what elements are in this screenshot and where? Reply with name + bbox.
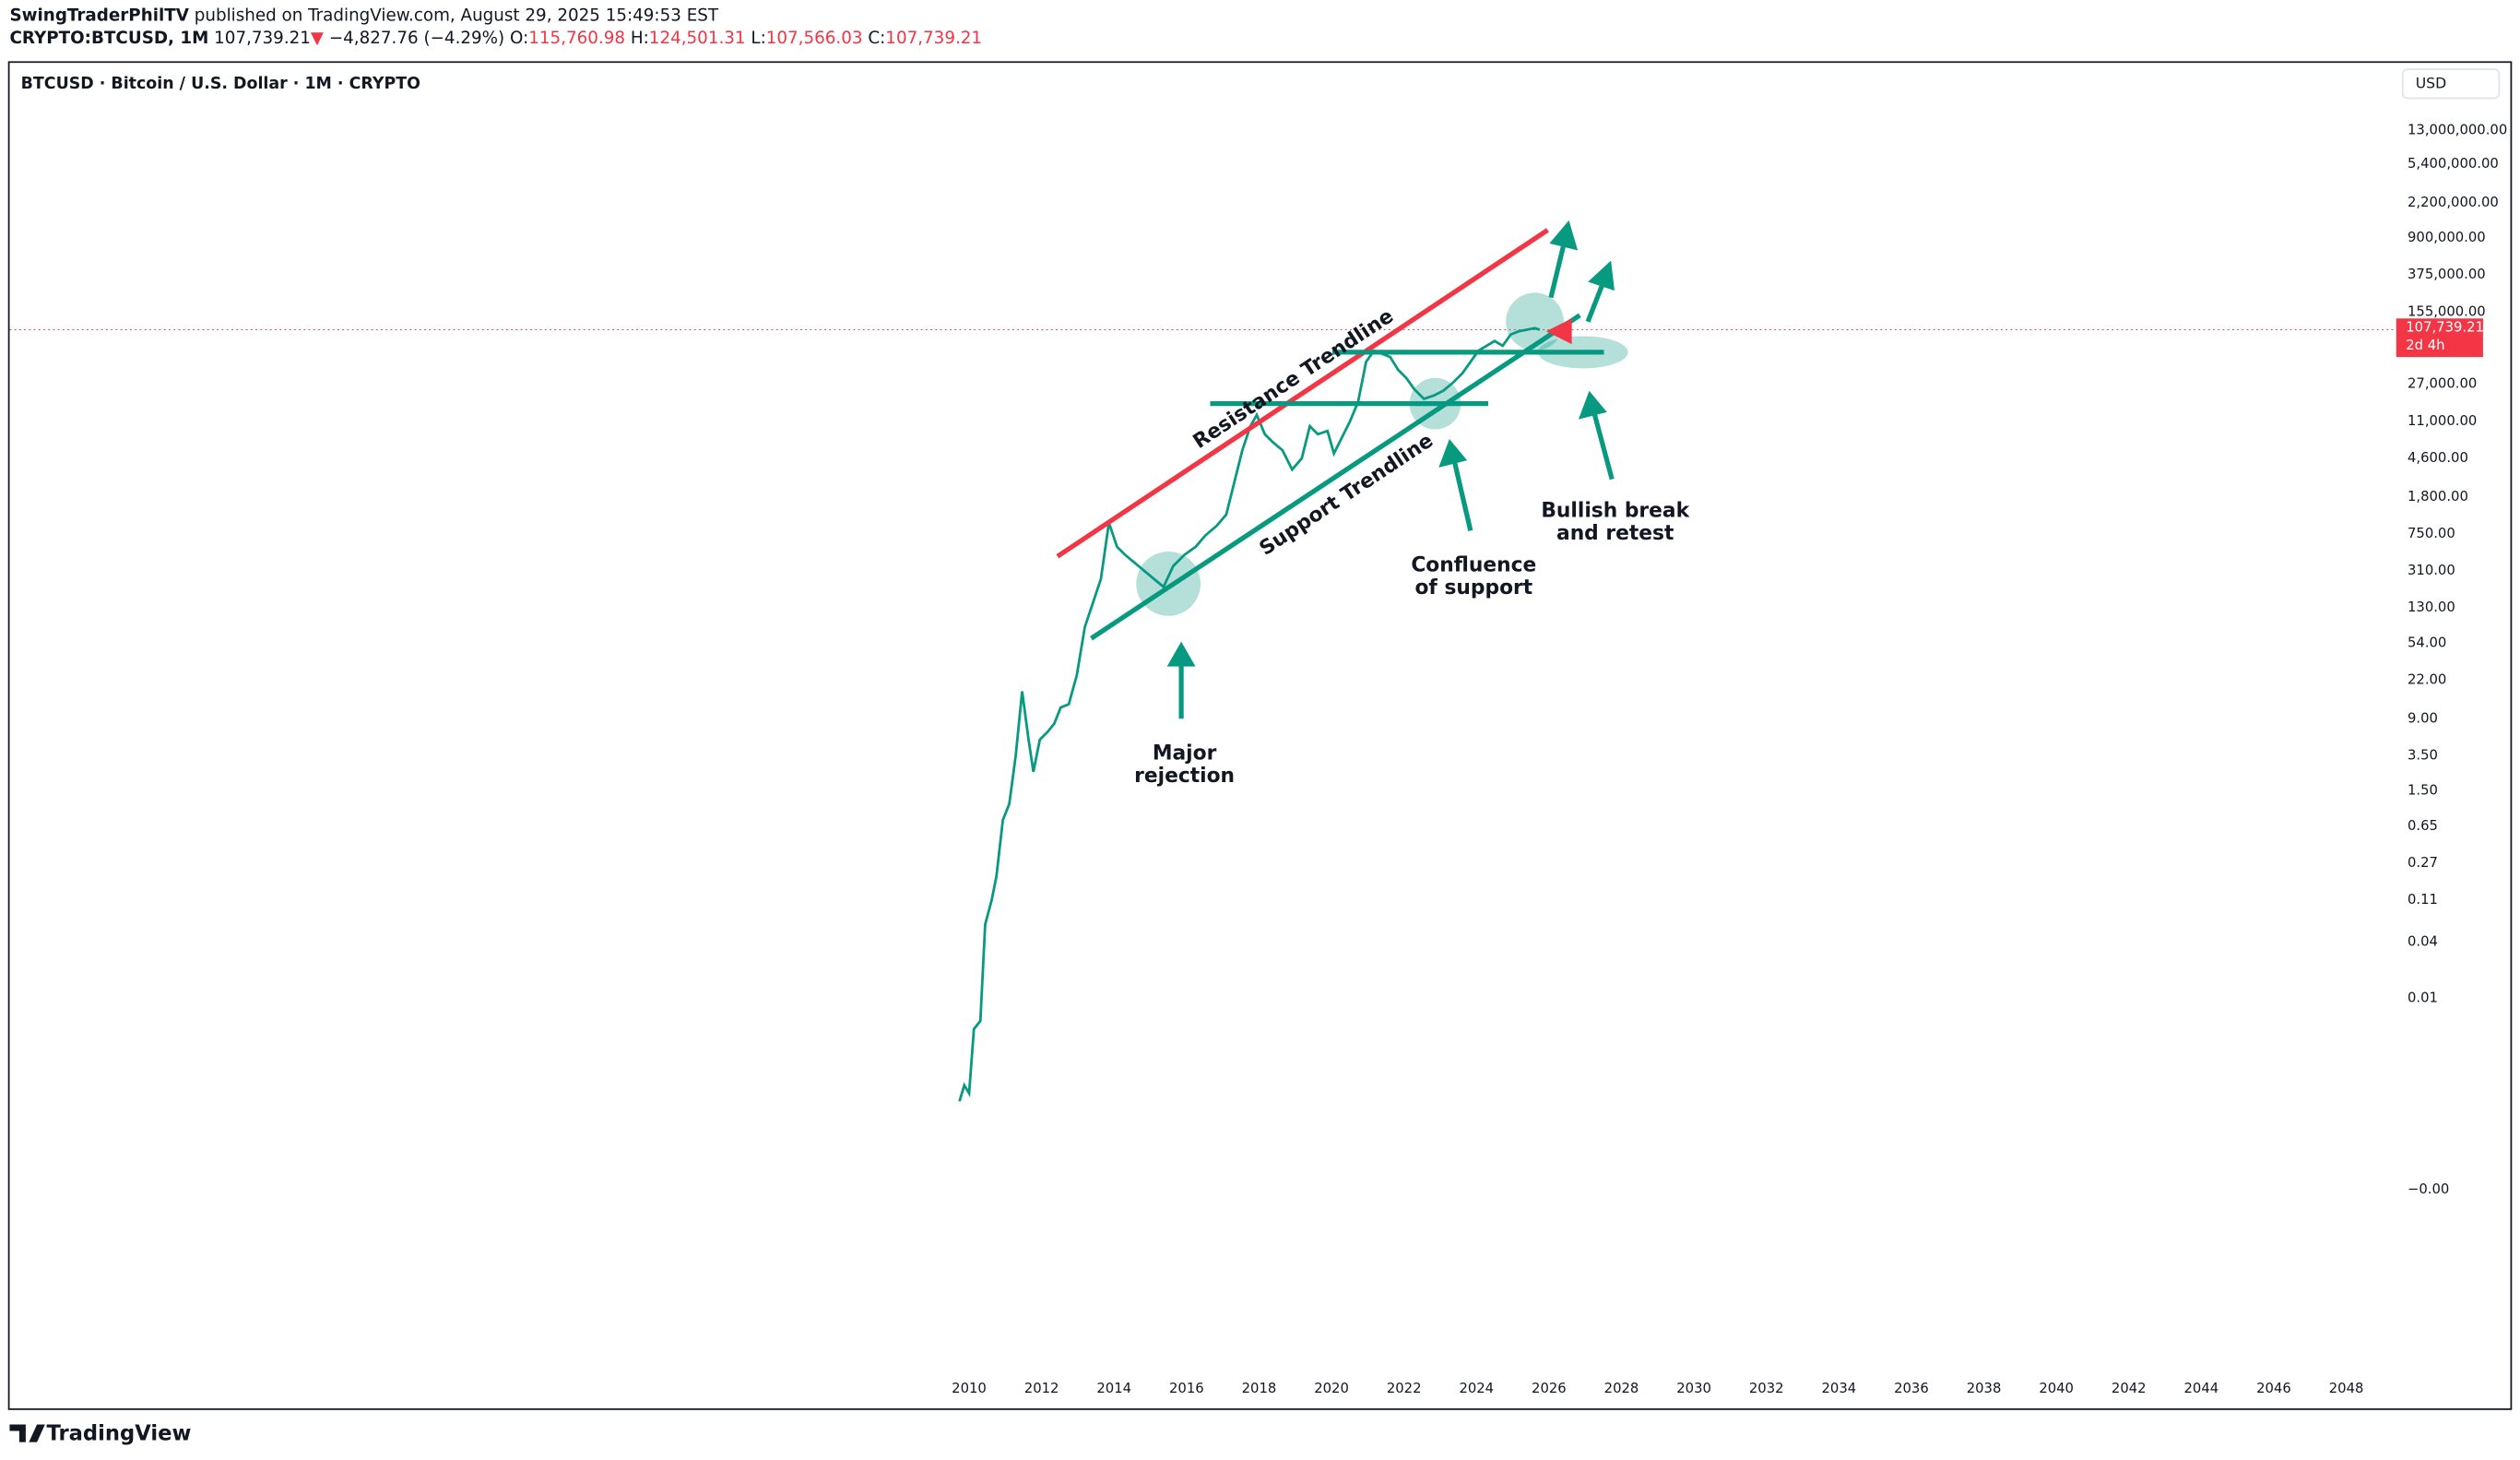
currency-button[interactable]	[2401, 68, 2501, 100]
high-label: H:	[631, 29, 649, 48]
highlight	[1409, 377, 1461, 430]
x-axis-label: 2024	[1459, 1381, 1494, 1396]
y-axis-label: 155,000.00	[2408, 303, 2486, 319]
resistance-line	[1056, 228, 1549, 559]
price-tag-price: 107,739.21	[2406, 320, 2484, 336]
price-candles	[958, 326, 1541, 1102]
annotation: and retest	[1556, 522, 1674, 545]
symbol: CRYPTO:BTCUSD, 1M	[9, 29, 208, 48]
price-tag	[2396, 318, 2483, 358]
highlight	[1136, 552, 1201, 616]
x-axis-label: 2026	[1532, 1381, 1567, 1396]
x-axis-label: 2046	[2256, 1381, 2291, 1396]
header-line: SwingTraderPhilTV published on TradingVi…	[9, 6, 718, 26]
x-axis-label: 2020	[1314, 1381, 1349, 1396]
x-axis-label: 2036	[1894, 1381, 1929, 1396]
y-axis-label: 310.00	[2408, 563, 2455, 578]
low: 107,566.03	[766, 29, 863, 48]
y-axis-label: 130.00	[2408, 599, 2455, 615]
brand-logo[interactable]: TradingView	[9, 1421, 191, 1445]
y-axis-label: 375,000.00	[2408, 267, 2486, 282]
open: 115,760.98	[528, 29, 625, 48]
highlight	[1538, 336, 1628, 369]
annotation: Major	[1153, 742, 1217, 766]
support-line	[1090, 313, 1581, 641]
close: 107,739.21	[885, 29, 982, 48]
annotation: of support	[1414, 576, 1532, 599]
x-axis-label: 2032	[1749, 1381, 1784, 1396]
y-axis-label: 900,000.00	[2408, 230, 2486, 245]
x-axis-label: 2012	[1024, 1381, 1059, 1396]
author[interactable]: SwingTraderPhilTV	[9, 6, 189, 26]
y-axis-label: 0.27	[2408, 855, 2438, 871]
x-axis-label: 2034	[1821, 1381, 1856, 1396]
x-axis-label: 2022	[1387, 1381, 1422, 1396]
last: 107,739.21	[214, 29, 311, 48]
change: −4,827.76 (−4.29%)	[329, 29, 504, 48]
y-axis-label: 2,200,000.00	[2408, 195, 2499, 210]
y-axis-label: 9.00	[2408, 710, 2438, 726]
y-axis-label: 27,000.00	[2408, 376, 2477, 392]
x-axis-label: 2048	[2329, 1381, 2364, 1396]
y-axis-label: 54.00	[2408, 635, 2446, 650]
low-label: L:	[751, 29, 765, 48]
y-axis-label: 0.04	[2408, 934, 2438, 950]
x-axis-label: 2010	[952, 1381, 987, 1396]
y-axis-label: 0.65	[2408, 818, 2438, 834]
currency[interactable]: USD	[2416, 74, 2446, 91]
y-axis-label: 11,000.00	[2408, 413, 2477, 429]
y-axis-label: −0.00	[2408, 1181, 2449, 1197]
y-axis-label: 0.01	[2408, 991, 2438, 1006]
x-axis-label: 2014	[1096, 1381, 1131, 1396]
price-tag-countdown: 2d 4h	[2406, 338, 2444, 353]
high: 124,501.31	[649, 29, 746, 48]
x-axis-label: 2040	[2039, 1381, 2074, 1396]
arrows	[1166, 220, 1615, 719]
y-axis-label: 750.00	[2408, 526, 2455, 541]
x-axis-label: 2018	[1242, 1381, 1277, 1396]
y-axis-label: 1,800.00	[2408, 489, 2468, 504]
y-axis-label: 0.11	[2408, 892, 2438, 908]
y-axis-label: 5,400,000.00	[2408, 156, 2499, 172]
ohlc-line: CRYPTO:BTCUSD, 1M 107,739.21▼ −4,827.76 …	[9, 29, 982, 48]
published: published on TradingView.com, August 29,…	[195, 6, 719, 26]
arrow: ▼	[311, 29, 325, 48]
x-axis-label: 2042	[2112, 1381, 2147, 1396]
x-axis-label: 2044	[2184, 1381, 2219, 1396]
annotation: Resistance Trendline	[1189, 304, 1398, 454]
chart-frame	[7, 61, 2513, 1410]
annotation: Bullish break	[1541, 499, 1689, 522]
x-axis-label: 2016	[1169, 1381, 1204, 1396]
x-axis-label: 2038	[1967, 1381, 2002, 1396]
chart-title: BTCUSD · Bitcoin / U.S. Dollar · 1M · CR…	[21, 75, 420, 93]
y-axis-label: 22.00	[2408, 671, 2446, 687]
open-label: O:	[510, 29, 528, 48]
brand[interactable]: TradingView	[47, 1421, 192, 1445]
annotation: rejection	[1134, 765, 1235, 788]
x-axis-label: 2030	[1676, 1381, 1711, 1396]
x-axis-label: 2028	[1604, 1381, 1639, 1396]
y-axis-label: 3.50	[2408, 747, 2438, 763]
y-axis-label: 4,600.00	[2408, 450, 2468, 466]
close-label: C:	[868, 29, 885, 48]
annotation: Confluence	[1411, 554, 1536, 577]
y-axis-label: 13,000,000.00	[2408, 122, 2507, 137]
y-axis-label: 1.50	[2408, 783, 2438, 799]
highlight	[1506, 292, 1564, 351]
drawings: Resistance Trendline Support Trendline M…	[1056, 220, 1690, 788]
marker	[1545, 318, 1572, 345]
